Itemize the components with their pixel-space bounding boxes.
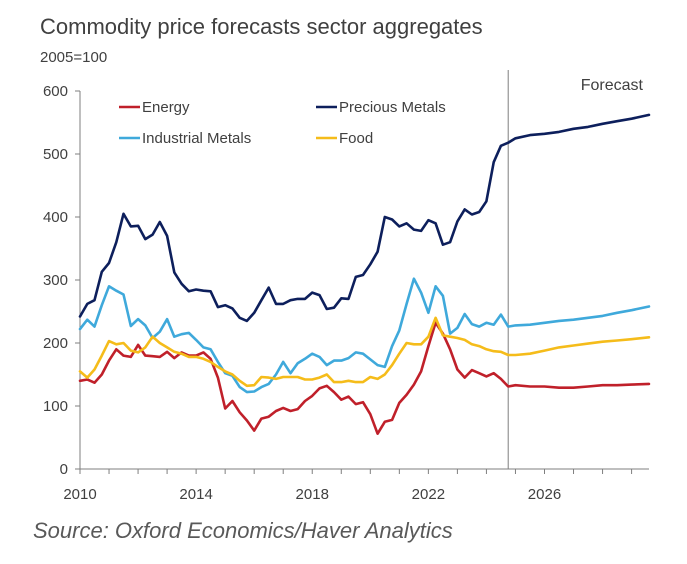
- chart-ylabel: 2005=100: [40, 49, 108, 66]
- y-tick-label: 0: [60, 461, 68, 478]
- chart-title: Commodity price forecasts sector aggrega…: [40, 14, 483, 39]
- y-tick-label: 500: [43, 146, 68, 163]
- y-tick-label: 400: [43, 209, 68, 226]
- series-line-food: [78, 316, 651, 388]
- legend-label-industrial-metals: Industrial Metals: [142, 130, 251, 147]
- x-tick-label: 2014: [179, 486, 212, 503]
- y-tick-label: 200: [43, 335, 68, 352]
- x-tick-label: 2018: [296, 486, 329, 503]
- y-tick-label: 100: [43, 398, 68, 415]
- series-line-industrial-metals: [78, 277, 651, 394]
- x-tick-label: 2022: [412, 486, 445, 503]
- legend-label-food: Food: [339, 130, 373, 147]
- series-line-energy: [78, 321, 651, 435]
- legend-label-precious-metals: Precious Metals: [339, 99, 446, 116]
- x-tick-label: 2026: [528, 486, 561, 503]
- source-note: Source: Oxford Economics/Haver Analytics: [33, 518, 453, 543]
- legend-label-energy: Energy: [142, 99, 190, 116]
- y-tick-label: 600: [43, 83, 68, 100]
- y-tick-label: 300: [43, 272, 68, 289]
- series-line-precious-metals: [78, 113, 651, 323]
- x-tick-label: 2010: [63, 486, 96, 503]
- forecast-label: Forecast: [581, 77, 644, 94]
